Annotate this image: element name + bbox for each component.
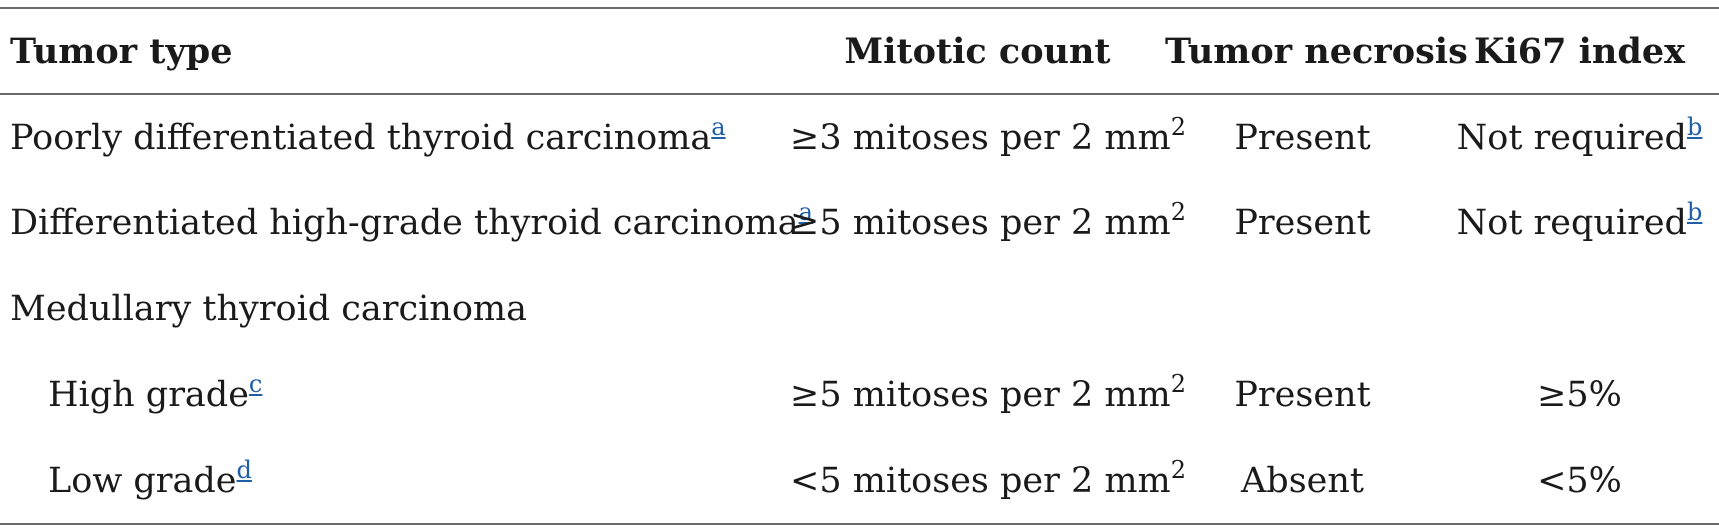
ki67-text: Not required (1456, 117, 1687, 158)
tumor-type-text: Differentiated high-grade thyroid carcin… (10, 203, 799, 243)
table-body: Poorly differentiated thyroid carcinomaa… (0, 94, 1719, 524)
mitotic-exponent: 2 (1170, 455, 1187, 484)
mitotic-exponent: 2 (1170, 370, 1187, 398)
footnote-link[interactable]: b (1686, 198, 1703, 226)
mitotic-exponent: 2 (1170, 198, 1187, 226)
header-tumor-type: Tumor type (10, 30, 233, 72)
mitotic-count-text: ≥3 mitoses per 2 mm (790, 117, 1171, 158)
cell-tumor-type: High gradec (0, 352, 790, 438)
mitotic-count-text: <5 mitoses per 2 mm (790, 460, 1171, 501)
cell-tumor-necrosis: Present (1234, 203, 1371, 243)
cell-ki67-index: ≥5% (1537, 375, 1622, 415)
cell-ki67-index: Not requiredb (1440, 94, 1719, 180)
cell-tumor-necrosis: Present (1234, 375, 1371, 415)
header-mitotic-count: Mitotic count (844, 30, 1111, 72)
table-row: Differentiated high-grade thyroid carcin… (0, 180, 1719, 266)
mitotic-exponent: 2 (1170, 112, 1187, 141)
header-row: Tumor type Mitotic count Tumor necrosis … (0, 8, 1719, 94)
mitotic-count-text: ≥5 mitoses per 2 mm (790, 203, 1171, 243)
tumor-type-text: High grade (48, 375, 249, 415)
cell-mitotic-count: ≥5 mitoses per 2 mm2 (790, 180, 1186, 266)
tumor-type-text: Low grade (48, 460, 237, 501)
footnote-link[interactable]: a (711, 112, 726, 141)
ki67-text: Not required (1456, 203, 1687, 243)
mitotic-count-text: ≥5 mitoses per 2 mm (790, 375, 1171, 415)
grading-table: Tumor type Mitotic count Tumor necrosis … (0, 7, 1719, 525)
cell-mitotic-count: ≥5 mitoses per 2 mm2 (790, 352, 1186, 438)
cell-tumor-type: Low graded (0, 438, 790, 524)
footnote-link[interactable]: a (798, 198, 813, 226)
cell-tumor-necrosis: Present (1234, 117, 1371, 158)
cell-mitotic-count (790, 266, 1165, 352)
cell-ki67-index: <5% (1537, 460, 1622, 501)
table-row: Low graded <5 mitoses per 2 mm2 Absent <… (0, 438, 1719, 524)
table-row: Medullary thyroid carcinoma (0, 266, 1719, 352)
grading-table-container: Tumor type Mitotic count Tumor necrosis … (0, 7, 1719, 525)
footnote-link[interactable]: d (236, 455, 252, 484)
cell-tumor-necrosis: Absent (1241, 460, 1364, 501)
cell-mitotic-count: ≥3 mitoses per 2 mm2 (790, 94, 1186, 180)
cell-tumor-type: Differentiated high-grade thyroid carcin… (0, 180, 813, 266)
table-row: Poorly differentiated thyroid carcinomaa… (0, 94, 1719, 180)
footnote-link[interactable]: c (248, 370, 263, 398)
cell-mitotic-count: <5 mitoses per 2 mm2 (790, 438, 1186, 524)
tumor-type-text: Poorly differentiated thyroid carcinoma (10, 117, 712, 158)
header-ki67-index: Ki67 index (1474, 30, 1685, 72)
cell-ki67-index (1440, 266, 1719, 352)
table-row: High gradec ≥5 mitoses per 2 mm2 Present… (0, 352, 1719, 438)
header-tumor-necrosis: Tumor necrosis (1165, 30, 1468, 72)
footnote-link[interactable]: b (1686, 112, 1703, 141)
cell-ki67-index: Not requiredb (1440, 180, 1719, 266)
cell-tumor-type: Poorly differentiated thyroid carcinomaa (0, 94, 790, 180)
cell-tumor-type: Medullary thyroid carcinoma (10, 289, 527, 329)
table-header: Tumor type Mitotic count Tumor necrosis … (0, 8, 1719, 94)
cell-tumor-necrosis (1165, 266, 1440, 352)
